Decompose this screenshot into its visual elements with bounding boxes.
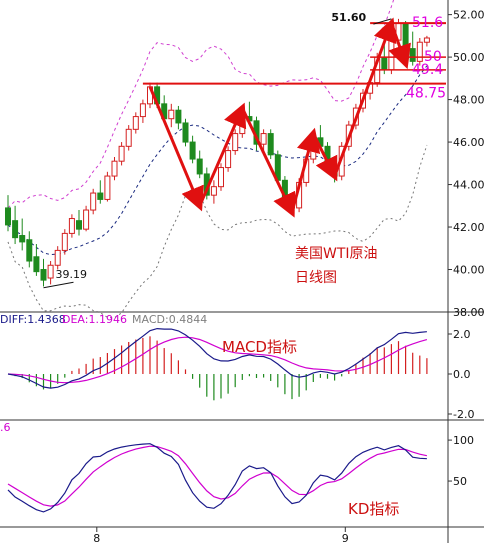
candle-up (423, 37, 430, 43)
kd-y-tick-label: 50 (453, 475, 467, 488)
price-level-label: 49.4 (412, 62, 443, 78)
candle-up (239, 116, 246, 135)
price-y-tick-label: 52.00 (453, 9, 484, 22)
candle-down (19, 235, 26, 243)
macd-legend-value: 1.1946 (88, 313, 127, 326)
high-price-label: 51.60 (331, 11, 366, 24)
chart-subtitle: 日线图 (295, 270, 337, 286)
candle-up (218, 167, 224, 188)
macd-legend-diff: DIFF:1.4368 (0, 313, 66, 326)
candle-down (402, 22, 409, 50)
candle-down (40, 269, 47, 281)
trend-arrow (388, 22, 411, 70)
macd-legend-name: DIFF (0, 313, 24, 326)
candle-down (5, 207, 11, 226)
trend-arrow (198, 102, 247, 207)
price-level-label: 50 (424, 49, 442, 65)
price-y-tick-label: 46.00 (453, 136, 484, 149)
candle-up (168, 109, 175, 120)
mid-band-line (7, 65, 428, 256)
macd-title: MACD指标 (222, 338, 297, 356)
candle-up (90, 192, 97, 211)
macd-legend-dea: DEA:1.1946 (62, 313, 127, 326)
candle-down (175, 109, 182, 124)
trend-arrow (311, 132, 338, 182)
candle-up (225, 150, 232, 169)
kd-y-tick-label: 100 (453, 434, 474, 447)
candle-up (210, 186, 217, 196)
trend-arrow (148, 86, 204, 212)
candle-down (97, 192, 104, 200)
candle-up (47, 264, 54, 279)
candle-up (111, 160, 118, 177)
price-y-tick-label: 50.00 (453, 51, 484, 64)
macd-legend-value: 0.4844 (169, 313, 208, 326)
macd-y-tick-label: 0.0 (453, 368, 471, 381)
candle-up (132, 116, 139, 130)
price-y-tick-label: 40.00 (453, 264, 484, 277)
kd-left-label: .6 (0, 421, 11, 434)
candle-up (232, 133, 239, 152)
macd-legend-name: DEA (62, 313, 85, 326)
candle-up (416, 41, 423, 62)
diff-line (7, 327, 427, 389)
candle-up (83, 209, 90, 230)
low-price-pointer (43, 281, 74, 289)
price-level-label: 48.75 (406, 86, 446, 102)
trend-arrow (240, 107, 296, 218)
candle-down (76, 220, 82, 230)
price-y-tick-label: 44.00 (453, 179, 484, 192)
candle-down (267, 133, 274, 156)
candle-up (54, 249, 61, 266)
macd-y-tick-label: 2.0 (453, 328, 471, 341)
candle-down (33, 256, 40, 273)
candle-up (260, 133, 267, 145)
candle-down (409, 48, 416, 62)
macd-legend-value: 1.4368 (27, 313, 66, 326)
candle-up (68, 218, 75, 234)
candle-up (118, 145, 125, 162)
price-level-label: 51.6 (412, 15, 443, 31)
candle-down (381, 56, 388, 71)
upper-band-line (7, 0, 395, 209)
price-y-tick-label: 42.00 (453, 221, 484, 234)
kd-title: KD指标 (348, 500, 399, 518)
candle-down (196, 158, 203, 175)
d-line (7, 445, 428, 507)
price-y-tick-label: 38.00 (453, 306, 484, 319)
macd-y-tick-label: -2.0 (453, 408, 474, 421)
macd-legend-macd: MACD:0.4844 (132, 313, 207, 326)
candle-up (61, 232, 68, 251)
dea-line (7, 336, 428, 384)
lower-band-line (7, 144, 428, 319)
candle-down (182, 122, 189, 143)
candle-down (12, 220, 19, 239)
k-line (7, 443, 427, 513)
time-axis-label: 9 (342, 532, 349, 543)
trend-arrow (333, 17, 397, 177)
candle-up (125, 128, 132, 147)
candle-up (104, 175, 111, 200)
candle-down (26, 239, 33, 262)
time-axis-label: 8 (93, 532, 100, 543)
trend-arrow (290, 127, 321, 213)
macd-legend-name: MACD (132, 313, 165, 326)
kd-panel: .6 KD指标 (0, 421, 428, 518)
candle-up (388, 39, 395, 71)
price-y-tick-label: 48.00 (453, 94, 484, 107)
low-price-label: 39.19 (56, 268, 88, 281)
candle-up (139, 103, 146, 118)
chart-title: 美国WTI原油 (295, 246, 378, 262)
candle-down (189, 141, 196, 160)
